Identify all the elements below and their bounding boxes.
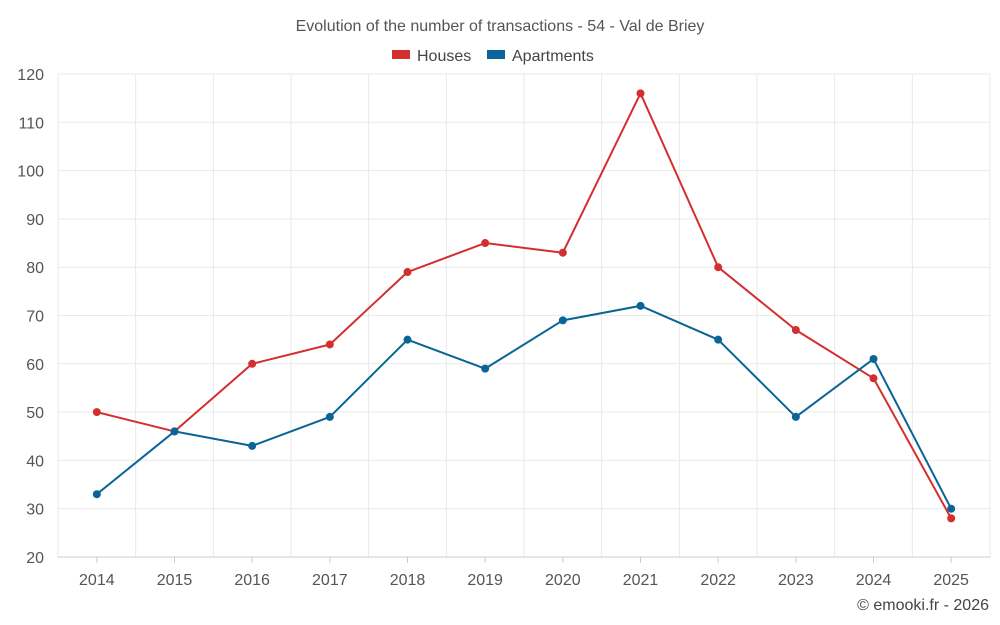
data-point-houses[interactable] xyxy=(92,408,101,417)
data-point-houses[interactable] xyxy=(403,268,412,277)
data-point-houses[interactable] xyxy=(791,325,800,334)
legend-item-houses[interactable]: Houses xyxy=(392,48,471,65)
legend-swatch-houses xyxy=(392,50,410,59)
x-tick-label: 2025 xyxy=(933,572,969,589)
x-tick-label: 2024 xyxy=(856,572,892,589)
chart-title: Evolution of the number of transactions … xyxy=(296,18,705,35)
x-tick-label: 2019 xyxy=(467,572,503,589)
y-tick-label: 110 xyxy=(18,115,44,132)
data-point-houses[interactable] xyxy=(714,263,723,272)
x-tick-label: 2021 xyxy=(623,572,659,589)
data-point-apartments[interactable] xyxy=(403,335,412,344)
credit-text: © emooki.fr - 2026 xyxy=(857,597,989,614)
data-point-houses[interactable] xyxy=(636,89,645,98)
series-line-houses xyxy=(96,92,953,519)
data-point-apartments[interactable] xyxy=(636,301,645,310)
data-point-houses[interactable] xyxy=(947,514,956,523)
data-point-apartments[interactable] xyxy=(248,441,257,450)
data-point-apartments[interactable] xyxy=(325,412,334,421)
data-point-apartments[interactable] xyxy=(558,316,567,325)
data-point-houses[interactable] xyxy=(869,374,878,383)
x-tick-label: 2017 xyxy=(312,572,348,589)
x-tick-label: 2016 xyxy=(234,572,270,589)
data-point-apartments[interactable] xyxy=(714,335,723,344)
y-tick-label: 120 xyxy=(17,67,44,84)
series xyxy=(92,89,956,523)
data-point-apartments[interactable] xyxy=(791,412,800,421)
data-point-apartments[interactable] xyxy=(947,504,956,513)
x-tick-label: 2015 xyxy=(157,572,193,589)
y-tick-label: 70 xyxy=(26,309,44,326)
y-tick-label: 100 xyxy=(17,164,44,181)
data-point-houses[interactable] xyxy=(325,340,334,349)
grid xyxy=(57,73,991,558)
series-apartments xyxy=(92,301,956,513)
x-tick-label: 2023 xyxy=(778,572,814,589)
x-tick-label: 2022 xyxy=(700,572,736,589)
y-tick-label: 20 xyxy=(26,550,44,567)
x-tick-label: 2014 xyxy=(79,572,115,589)
y-tick-label: 90 xyxy=(26,212,44,229)
data-point-apartments[interactable] xyxy=(869,354,878,363)
legend-swatch-apartments xyxy=(487,50,505,59)
legend-label-apartments: Apartments xyxy=(512,48,594,65)
series-line-apartments xyxy=(96,304,953,510)
y-tick-label: 50 xyxy=(26,405,44,422)
legend-label-houses: Houses xyxy=(417,48,471,65)
y-tick-label: 30 xyxy=(26,502,44,519)
x-tick-label: 2020 xyxy=(545,572,581,589)
data-point-apartments[interactable] xyxy=(481,364,490,373)
data-point-apartments[interactable] xyxy=(170,427,179,436)
x-tick-label: 2018 xyxy=(390,572,426,589)
data-point-houses[interactable] xyxy=(481,239,490,248)
y-tick-label: 40 xyxy=(26,453,44,470)
y-tick-label: 80 xyxy=(26,260,44,277)
legend: Houses Apartments xyxy=(392,48,594,65)
y-tick-label: 60 xyxy=(26,357,44,374)
axes: 20 30 40 50 60 70 80 90 100 110 120 2014 2015 2016 201… xyxy=(17,67,990,589)
data-point-apartments[interactable] xyxy=(92,490,101,499)
data-point-houses[interactable] xyxy=(248,359,257,368)
data-point-houses[interactable] xyxy=(558,248,567,257)
legend-item-apartments[interactable]: Apartments xyxy=(487,48,594,65)
